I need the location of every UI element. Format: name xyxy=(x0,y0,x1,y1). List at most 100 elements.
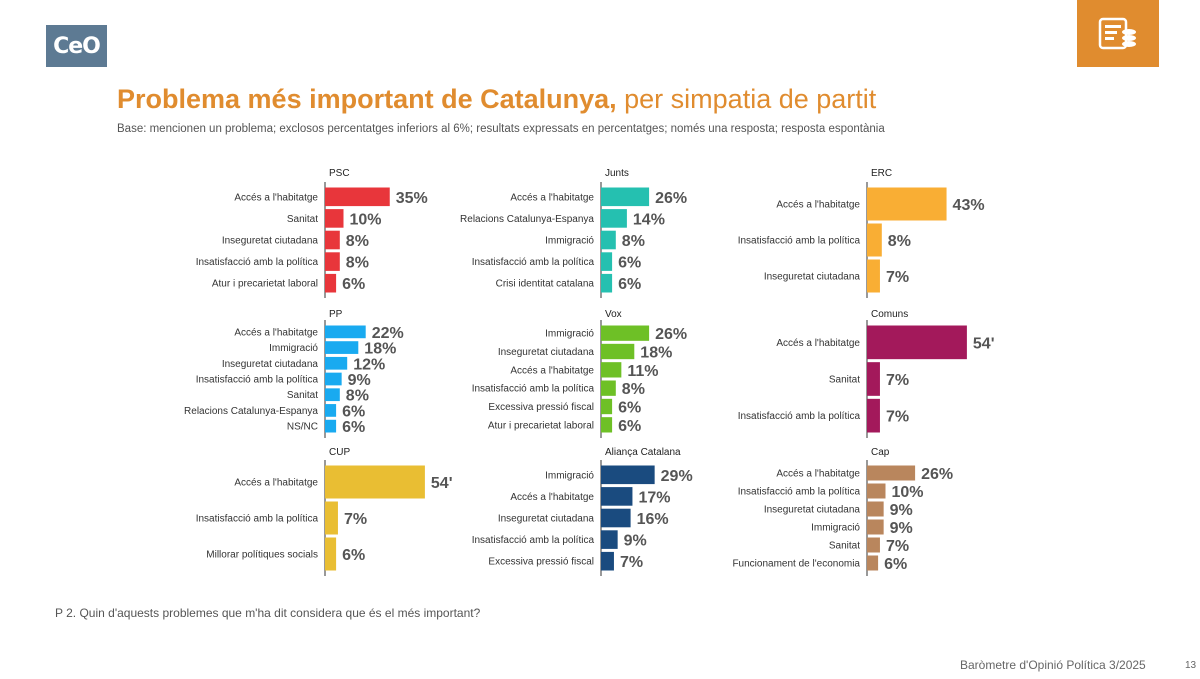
bar-junts xyxy=(601,273,613,293)
category-label-cup: Insatisfacció amb la política xyxy=(196,514,319,525)
bar-alian-a-catalana xyxy=(601,530,618,549)
category-label-cap: Insatisfacció amb la política xyxy=(738,487,861,498)
value-label-pp: 8% xyxy=(346,388,369,405)
value-label-psc: 35% xyxy=(396,190,428,207)
category-label-psc: Inseguretat ciutadana xyxy=(222,236,319,247)
bar-alian-a-catalana xyxy=(601,551,614,571)
ceo-logo: CeO xyxy=(46,25,107,67)
bar-psc xyxy=(325,273,337,293)
bar-vox xyxy=(601,398,613,415)
bar-psc xyxy=(325,252,340,271)
bar-pp xyxy=(325,388,340,402)
category-label-pp: Inseguretat ciutadana xyxy=(222,359,319,370)
value-label-junts: 26% xyxy=(655,190,687,207)
category-label-cap: Inseguretat ciutadana xyxy=(764,505,861,516)
bar-pp xyxy=(325,372,342,386)
value-label-alian-a-catalana: 17% xyxy=(638,489,670,506)
panel-title-comuns: Comuns xyxy=(871,309,908,320)
value-label-cup: 54' xyxy=(431,475,453,492)
category-label-comuns: Insatisfacció amb la política xyxy=(738,411,861,422)
footer-text: Baròmetre d'Opinió Política 3/2025 xyxy=(960,658,1146,672)
value-label-alian-a-catalana: 9% xyxy=(624,533,647,550)
value-label-cup: 6% xyxy=(342,547,365,564)
bar-vox xyxy=(601,343,635,360)
category-label-alian-a-catalana: Insatisfacció amb la política xyxy=(472,535,595,546)
value-label-vox: 8% xyxy=(622,381,645,398)
value-label-junts: 6% xyxy=(618,255,641,272)
category-label-alian-a-catalana: Inseguretat ciutadana xyxy=(498,514,595,525)
category-label-alian-a-catalana: Excessiva pressió fiscal xyxy=(488,557,594,568)
value-label-comuns: 7% xyxy=(886,372,909,389)
category-label-cap: Funcionament de l'economia xyxy=(732,559,860,570)
category-label-psc: Accés a l'habitatge xyxy=(234,192,318,203)
database-coins-icon xyxy=(1077,0,1159,67)
category-label-pp: Accés a l'habitatge xyxy=(234,327,318,338)
bar-cap xyxy=(867,537,880,553)
category-label-pp: Insatisfacció amb la política xyxy=(196,375,319,386)
bar-junts xyxy=(601,209,627,228)
bar-pp xyxy=(325,325,366,339)
bar-alian-a-catalana xyxy=(601,465,655,485)
title-normal: per simpatia de partit xyxy=(616,84,877,114)
bar-cap xyxy=(867,555,879,571)
bar-junts xyxy=(601,252,613,271)
category-label-pp: Relacions Catalunya-Espanya xyxy=(184,406,318,417)
category-label-psc: Sanitat xyxy=(287,214,318,225)
category-label-vox: Accés a l'habitatge xyxy=(510,365,594,376)
category-label-erc: Insatisfacció amb la política xyxy=(738,236,861,247)
category-label-pp: NS/NC xyxy=(287,422,318,433)
bar-vox xyxy=(601,380,616,396)
value-label-alian-a-catalana: 7% xyxy=(620,554,643,571)
category-label-alian-a-catalana: Accés a l'habitatge xyxy=(510,492,594,503)
bar-erc xyxy=(867,187,947,221)
value-label-erc: 7% xyxy=(886,269,909,286)
bar-pp xyxy=(325,404,337,417)
panel-title-erc: ERC xyxy=(871,168,892,179)
value-label-vox: 26% xyxy=(655,326,687,343)
bar-psc xyxy=(325,230,340,250)
bar-cup xyxy=(325,501,338,535)
bar-comuns xyxy=(867,325,967,360)
value-label-pp: 18% xyxy=(364,341,396,358)
value-label-psc: 6% xyxy=(342,276,365,293)
category-label-cap: Accés a l'habitatge xyxy=(776,469,860,480)
page-title: Problema més important de Catalunya, per… xyxy=(117,84,876,115)
category-label-erc: Accés a l'habitatge xyxy=(776,200,860,211)
category-label-junts: Crisi identitat catalana xyxy=(496,279,595,290)
value-label-psc: 8% xyxy=(346,255,369,272)
value-label-cap: 26% xyxy=(921,466,953,483)
category-label-pp: Immigració xyxy=(269,343,318,354)
bar-alian-a-catalana xyxy=(601,487,633,506)
bar-vox xyxy=(601,325,650,341)
value-label-cap: 6% xyxy=(884,556,907,573)
panel-title-alian-a-catalana: Aliança Catalana xyxy=(605,447,681,458)
bar-cup xyxy=(325,465,425,499)
bar-alian-a-catalana xyxy=(601,508,631,528)
bar-cap xyxy=(867,483,886,499)
value-label-erc: 8% xyxy=(888,233,911,250)
bar-cap xyxy=(867,519,884,535)
value-label-vox: 11% xyxy=(627,363,658,380)
category-label-junts: Insatisfacció amb la política xyxy=(472,257,595,268)
page-subtitle: Base: mencionen un problema; exclosos pe… xyxy=(117,123,885,135)
value-label-psc: 8% xyxy=(346,233,369,250)
bar-pp xyxy=(325,419,337,433)
value-label-junts: 6% xyxy=(618,276,641,293)
category-label-vox: Immigració xyxy=(545,329,594,340)
category-label-vox: Insatisfacció amb la política xyxy=(472,384,595,395)
question-text: P 2. Quin d'aquests problemes que m'ha d… xyxy=(55,606,481,620)
value-label-comuns: 54' xyxy=(973,335,995,352)
value-label-cap: 9% xyxy=(890,520,913,537)
bar-pp xyxy=(325,356,348,370)
category-label-cap: Sanitat xyxy=(829,541,860,552)
panel-title-junts: Junts xyxy=(605,168,629,179)
category-label-junts: Accés a l'habitatge xyxy=(510,192,594,203)
bar-psc xyxy=(325,209,344,228)
bar-erc xyxy=(867,259,880,293)
value-label-cap: 10% xyxy=(892,484,924,501)
category-label-erc: Inseguretat ciutadana xyxy=(764,272,861,283)
title-bold: Problema més important de Catalunya, xyxy=(117,84,617,114)
category-label-pp: Sanitat xyxy=(287,390,318,401)
value-label-vox: 6% xyxy=(618,418,641,435)
